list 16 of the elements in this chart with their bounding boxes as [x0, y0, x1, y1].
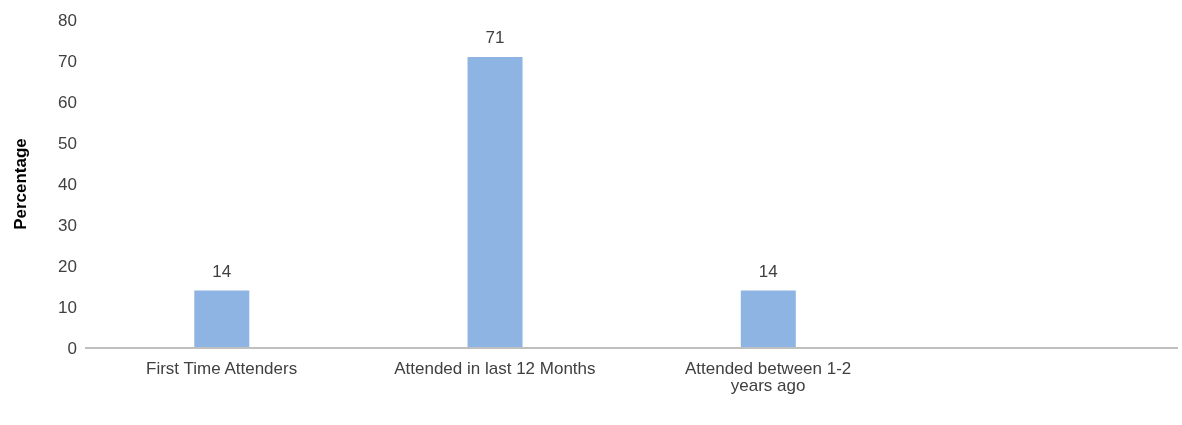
x-tick-label: Attended in last 12 Months [394, 359, 596, 379]
data-label: 14 [758, 261, 778, 281]
y-tick-label: 0 [67, 339, 77, 359]
y-tick-label: 40 [58, 175, 77, 195]
x-tick-label: Attended between 1-2 years ago [684, 359, 852, 396]
y-tick-label: 20 [58, 257, 77, 277]
y-tick-label: 50 [58, 134, 77, 154]
y-axis-title: Percentage [11, 138, 31, 230]
y-tick-label: 70 [58, 52, 77, 72]
x-tick-label: First Time Attenders [146, 359, 298, 379]
y-tick-label: 10 [58, 298, 77, 318]
y-tick-label: 80 [58, 11, 77, 31]
data-label: 71 [485, 27, 505, 47]
y-tick-label: 60 [58, 93, 77, 113]
y-tick-label: 30 [58, 216, 77, 236]
data-label: 14 [212, 261, 232, 281]
